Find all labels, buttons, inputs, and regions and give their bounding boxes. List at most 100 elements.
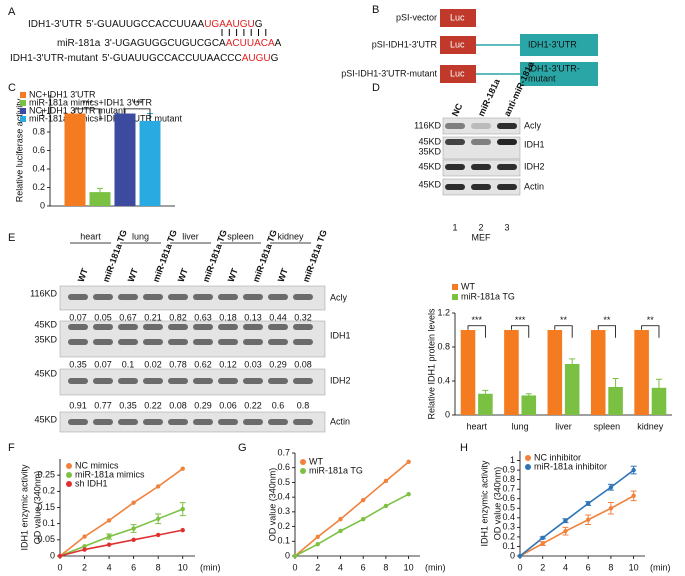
y-tick-label: 0.2 [502, 531, 515, 541]
significance-bracket [74, 108, 101, 121]
y-axis-label: Relative luciferase activity [14, 98, 24, 202]
size-marker: 116KD [30, 288, 57, 298]
size-marker: 35KD [418, 146, 441, 156]
band-quantification: 0.77 [94, 400, 112, 410]
x-axis-label: (min) [425, 562, 446, 572]
band [497, 184, 517, 190]
size-marker: 45KD [34, 368, 57, 378]
band-quantification: 0.35 [119, 400, 137, 410]
legend-swatch [66, 463, 72, 469]
data-point [631, 467, 636, 473]
y-tick-label: 0.8 [437, 341, 450, 351]
y-tick-label: 0.5 [277, 477, 290, 487]
sequence: 3'-UGAGUGGCUGUCGCA [104, 38, 226, 49]
x-tick-label: 6 [586, 562, 591, 572]
x-tick-label: 0 [57, 562, 62, 572]
error-bar [525, 393, 532, 398]
x-tick-label: 10 [404, 562, 414, 572]
legend-label: miR-181a inhibitor [534, 461, 607, 471]
data-point [315, 542, 320, 547]
size-marker: 45KD [34, 319, 57, 329]
y-tick-label: 0.3 [277, 506, 290, 516]
size-marker: 35KD [34, 334, 57, 344]
data-point [155, 532, 161, 538]
band [118, 324, 138, 330]
band [68, 339, 88, 345]
legend-swatch [452, 284, 458, 290]
band [193, 339, 213, 345]
significance-bracket [467, 325, 486, 338]
x-axis-label: (min) [200, 562, 221, 572]
data-point [315, 534, 320, 540]
panel-label: H [460, 442, 468, 454]
legend-swatch [300, 459, 306, 465]
band-quantification: 0.08 [169, 400, 187, 410]
band [471, 184, 491, 190]
cell-label: MEF [472, 232, 492, 242]
band [293, 378, 313, 384]
band-quantification: 0.62 [194, 359, 212, 369]
bar [504, 330, 519, 415]
y-tick-label: 0 [50, 550, 55, 560]
band [497, 139, 517, 145]
bar [89, 192, 111, 206]
luc-box [440, 9, 476, 27]
bar [521, 395, 537, 415]
y-tick-label: 0.4 [277, 492, 290, 502]
bar [634, 330, 649, 415]
data-point [406, 459, 411, 465]
band-quantification: 0.02 [144, 359, 162, 369]
y-tick-label: 0.05 [37, 534, 55, 544]
size-marker: 45KD [418, 179, 441, 189]
band [118, 294, 138, 300]
y-tick-label: 0.1 [502, 541, 515, 551]
lane-label: WT [226, 266, 240, 283]
lane-label: WT [76, 266, 90, 283]
y-tick-label: 0.1 [42, 518, 55, 528]
bar [64, 113, 86, 206]
band-quantification: 0.03 [244, 359, 262, 369]
data-point [585, 517, 591, 522]
data-point [563, 518, 568, 523]
band [268, 294, 288, 300]
x-tick-label: 8 [156, 562, 161, 572]
x-tick-label: 2 [82, 562, 87, 572]
data-point [608, 485, 614, 490]
significance-bracket [554, 325, 573, 338]
data-point [383, 503, 389, 509]
protein-label: IDH1 [330, 330, 351, 340]
significance-bracket [597, 325, 616, 338]
band [218, 339, 238, 345]
y-axis-label: IDH1 enzymic activity [19, 464, 29, 551]
series-line [519, 495, 635, 557]
series-line [294, 461, 410, 557]
y-tick-label: 1 [40, 108, 45, 118]
band [471, 123, 491, 129]
band [118, 419, 138, 425]
band-quantification: 0.18 [219, 312, 237, 322]
sequence: 5'-GUAUUGCCACCUUAACCC [102, 53, 242, 64]
band [445, 184, 465, 190]
band [93, 339, 113, 345]
x-axis-label: (min) [650, 562, 671, 572]
significance-label: *** [82, 98, 93, 108]
band-quantification: 0.35 [69, 359, 87, 369]
sequence-row: miR-181a 3'-UGAGUGGCUGUCGCAACUUACAA [57, 38, 282, 49]
band [93, 419, 113, 425]
data-point [106, 518, 112, 523]
data-point [82, 544, 87, 549]
sequence: G [271, 53, 279, 64]
construct-name: pSI-IDH1-3'UTR [372, 39, 438, 49]
significance-bracket [511, 325, 530, 338]
legend-swatch [20, 108, 26, 114]
bar [139, 120, 161, 206]
band-quantification: 0.06 [219, 400, 237, 410]
sequence-row: IDH1-3'UTR-mutant 5'-GUAUUGCCACCUUAACCCAU… [10, 53, 279, 64]
band-quantification: 0.29 [269, 359, 287, 369]
band [218, 378, 238, 384]
panel-label: E [8, 232, 15, 244]
data-point [631, 493, 636, 499]
legend-swatch [300, 468, 306, 474]
band [268, 378, 288, 384]
significance-label: *** [132, 98, 143, 108]
